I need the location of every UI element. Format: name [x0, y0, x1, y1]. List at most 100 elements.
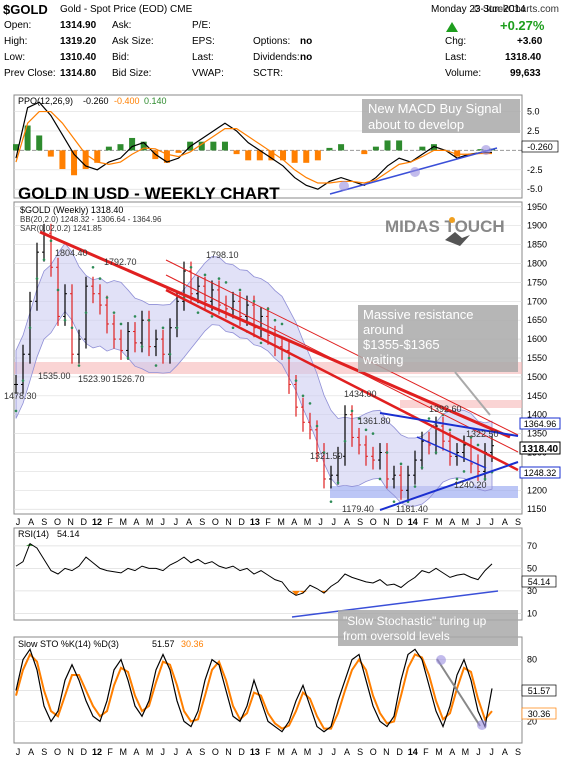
field-value: 1318.40: [505, 52, 542, 63]
sar-dot: [224, 281, 228, 284]
x-axis-label: A: [449, 747, 455, 757]
ppo-histogram-bar: [94, 150, 101, 163]
x-axis-label: J: [160, 517, 165, 527]
downtrend-line-main: [39, 230, 511, 439]
sar-dot: [196, 311, 200, 314]
price-value-label: 1434.00: [344, 389, 377, 399]
ppo-histogram-bar: [47, 150, 54, 157]
x-axis-label: S: [41, 517, 47, 527]
ppo-histogram-bar: [221, 141, 228, 151]
x-axis-label: O: [54, 747, 61, 757]
x-axis-label: 14: [408, 747, 418, 757]
x-axis-label: S: [199, 747, 205, 757]
stochastic-k-label: 51.57: [528, 686, 551, 696]
field-value: 1314.80: [60, 68, 97, 79]
rsi-last-tag: [521, 575, 557, 588]
sar-dot: [119, 322, 123, 326]
stochastic-legend-name: Slow STO %K(14) %D(3): [18, 639, 119, 649]
field-label: High:: [4, 36, 28, 47]
sar-dot: [294, 379, 298, 382]
bb-lower-tag: [519, 466, 561, 479]
sar-dot: [42, 258, 46, 262]
resistance-callout-box: [358, 305, 518, 372]
sar-dot: [434, 451, 438, 454]
sar-dot: [210, 315, 214, 318]
x-axis-label: A: [291, 517, 297, 527]
price-tick-label: 1750: [527, 277, 547, 287]
change-percent: +0.27%: [500, 18, 545, 33]
sparkle-icon: [449, 217, 455, 223]
ppo-histogram-bar: [372, 146, 379, 151]
x-axis-label: M: [120, 747, 128, 757]
sar-dot: [455, 477, 459, 481]
field-value: 1310.40: [60, 52, 97, 63]
sar-dot: [448, 428, 452, 432]
sar-dot: [469, 436, 473, 439]
x-axis-label: J: [489, 517, 494, 527]
stochastic-panel-frame: [13, 636, 523, 744]
x-axis-label: J: [174, 747, 179, 757]
sar-dot: [147, 318, 151, 322]
stochastic-k-tag: [521, 684, 557, 697]
x-axis-label: 13: [250, 517, 260, 527]
bull-logo-icon: [445, 232, 470, 246]
x-axis-label: J: [332, 747, 337, 757]
sar-dot: [98, 277, 102, 280]
stochastic-d-line: [15, 652, 493, 730]
price-value-label: 1392.60: [429, 404, 462, 414]
stochastic-high-marker: [436, 655, 446, 665]
x-axis-label: N: [67, 747, 74, 757]
ppo-legend-value: 0.140: [144, 96, 167, 106]
x-axis-label: M: [304, 747, 312, 757]
field-label: Last:: [445, 52, 467, 63]
x-axis-label: A: [186, 747, 192, 757]
field-label: Ask Size:: [112, 36, 154, 47]
x-axis-label: M: [462, 747, 470, 757]
sar-dot: [343, 439, 347, 443]
field-value: +3.60: [517, 36, 543, 47]
quote-date: Monday 23-Jun-2014: [431, 4, 526, 15]
price-tick-label: 1950: [527, 202, 547, 212]
field-label: VWAP:: [192, 68, 224, 79]
field-label: Last:: [192, 52, 214, 63]
sar-dot: [140, 345, 144, 348]
price-value-label: 1535.00: [38, 371, 71, 381]
sar-dot: [49, 239, 53, 243]
x-axis-label: N: [225, 747, 232, 757]
price-value-label: 1804.40: [55, 248, 88, 258]
ppo-low-marker: [410, 167, 420, 177]
x-axis-label: D: [81, 747, 88, 757]
downtrend-line-lower: [165, 288, 519, 472]
sar-dot: [77, 364, 81, 367]
sar-dot: [273, 318, 277, 322]
ppo-signal-line: [15, 110, 492, 184]
x-axis-label: 14: [408, 517, 418, 527]
price-value-label: 1798.10: [206, 250, 239, 260]
ppo-histogram-bar: [198, 141, 205, 151]
sar-dot: [175, 326, 179, 330]
x-axis-label: A: [449, 517, 455, 527]
rsi-y-ticks: 70 50 30 10: [527, 541, 537, 619]
ppo-last-label: -0.260: [527, 142, 553, 152]
sar-dot: [63, 318, 67, 322]
last-price-label: 1318.40: [522, 444, 559, 455]
ppo-histogram-bar: [129, 137, 136, 151]
sar-dot: [133, 315, 137, 318]
sar-dot: [301, 394, 305, 398]
x-axis-label: M: [277, 517, 285, 527]
price-tick-label: 1700: [527, 296, 547, 306]
stochastic-d-tag: [521, 707, 557, 720]
ppo-histogram-bar: [117, 144, 124, 151]
ppo-histogram: [13, 125, 495, 176]
ppo-histogram-bar: [233, 150, 240, 155]
x-axis-label: J: [476, 517, 481, 527]
x-axis-label: M: [277, 747, 285, 757]
price-tick-label: 1550: [527, 353, 547, 363]
x-axis-label: M: [462, 517, 470, 527]
x-axis-label: A: [133, 747, 139, 757]
ppo-histogram-bar: [314, 150, 321, 161]
x-axis-label: F: [107, 747, 113, 757]
sar-dot: [21, 379, 25, 382]
ppo-histogram-bar: [326, 147, 333, 151]
